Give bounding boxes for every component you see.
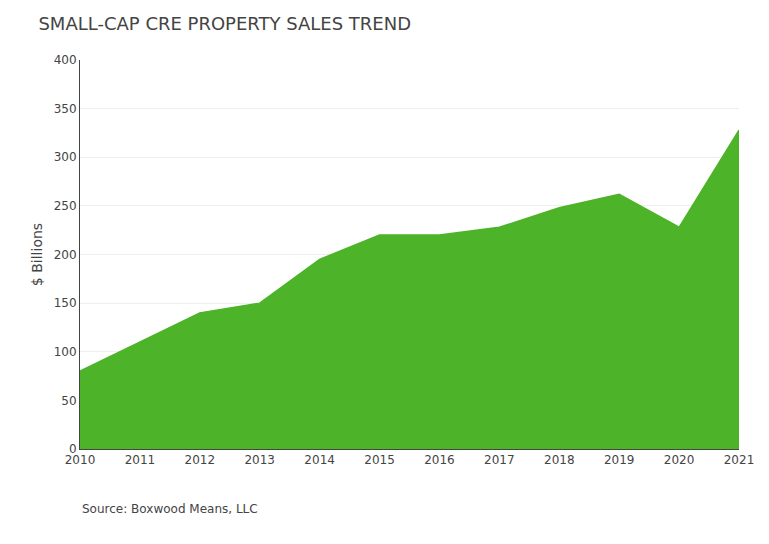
svg-text:2015: 2015 [364,453,395,467]
svg-text:200: 200 [54,248,77,262]
svg-text:2017: 2017 [484,453,515,467]
svg-text:2011: 2011 [125,453,156,467]
svg-text:2016: 2016 [424,453,455,467]
svg-text:350: 350 [54,102,77,116]
svg-text:2019: 2019 [604,453,635,467]
svg-text:2010: 2010 [65,453,96,467]
svg-text:SMALL-CAP CRE PROPERTY SALES T: SMALL-CAP CRE PROPERTY SALES TREND [38,13,411,34]
svg-text:300: 300 [54,150,77,164]
svg-text:250: 250 [54,199,77,213]
svg-text:$ Billions: $ Billions [29,223,45,286]
svg-text:Source: Boxwood Means, LLC: Source: Boxwood Means, LLC [82,502,258,516]
svg-text:50: 50 [61,394,76,408]
svg-text:2021: 2021 [724,453,755,467]
svg-text:2013: 2013 [244,453,275,467]
svg-text:0: 0 [69,442,77,456]
svg-text:2012: 2012 [185,453,216,467]
svg-text:2018: 2018 [544,453,575,467]
svg-text:150: 150 [54,296,77,310]
svg-text:100: 100 [54,345,77,359]
svg-text:2020: 2020 [664,453,695,467]
svg-text:2014: 2014 [304,453,335,467]
svg-text:400: 400 [54,53,77,67]
